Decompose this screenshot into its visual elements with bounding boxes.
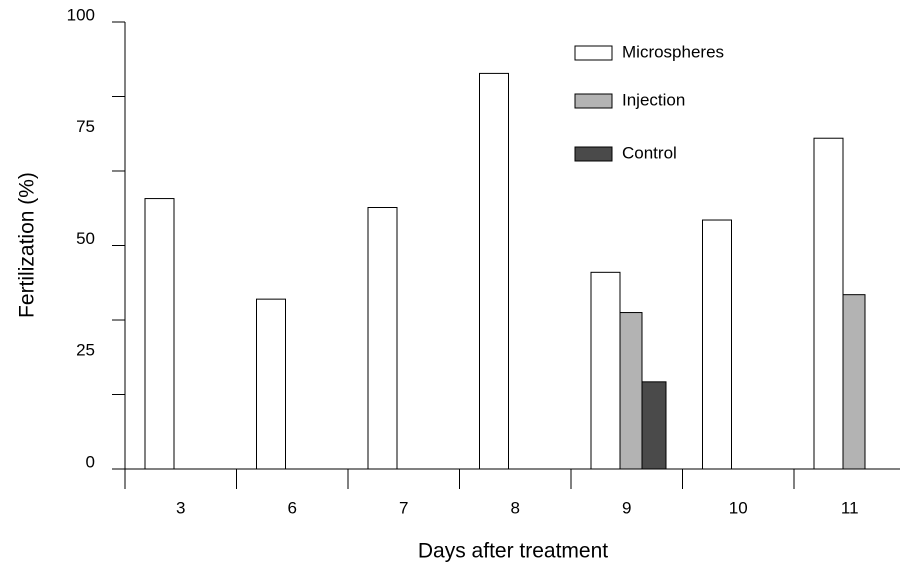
x-tick-label: 11 xyxy=(841,498,859,517)
x-tick-label: 3 xyxy=(176,498,185,517)
y-tick-label: 25 xyxy=(76,341,95,360)
legend-label: Microspheres xyxy=(622,42,724,61)
x-axis-title: Days after treatment xyxy=(418,540,608,563)
y-tick-label: 0 xyxy=(86,452,95,471)
bar xyxy=(702,219,732,470)
x-tick-label: 9 xyxy=(622,498,631,517)
bar xyxy=(842,294,866,470)
bar xyxy=(619,312,643,470)
bar xyxy=(813,137,844,470)
legend-swatch xyxy=(574,93,613,109)
bar xyxy=(590,271,621,470)
y-tick-label: 100 xyxy=(67,5,95,24)
y-axis-title: Fertilization (%) xyxy=(16,172,39,318)
legend-label: Injection xyxy=(622,90,685,109)
legend-swatch xyxy=(574,45,613,61)
bar xyxy=(367,207,398,470)
y-tick-label: 75 xyxy=(76,117,95,136)
bar xyxy=(479,72,509,470)
x-tick-label: 6 xyxy=(288,498,297,517)
x-tick-label: 10 xyxy=(729,498,748,517)
legend-label: Control xyxy=(622,143,677,162)
legend-swatch xyxy=(574,146,613,162)
x-tick-label: 8 xyxy=(511,498,520,517)
bar xyxy=(256,298,286,470)
bar xyxy=(641,381,667,470)
y-tick-label: 50 xyxy=(76,229,95,248)
x-tick-label: 7 xyxy=(399,498,408,517)
bar xyxy=(144,198,175,470)
